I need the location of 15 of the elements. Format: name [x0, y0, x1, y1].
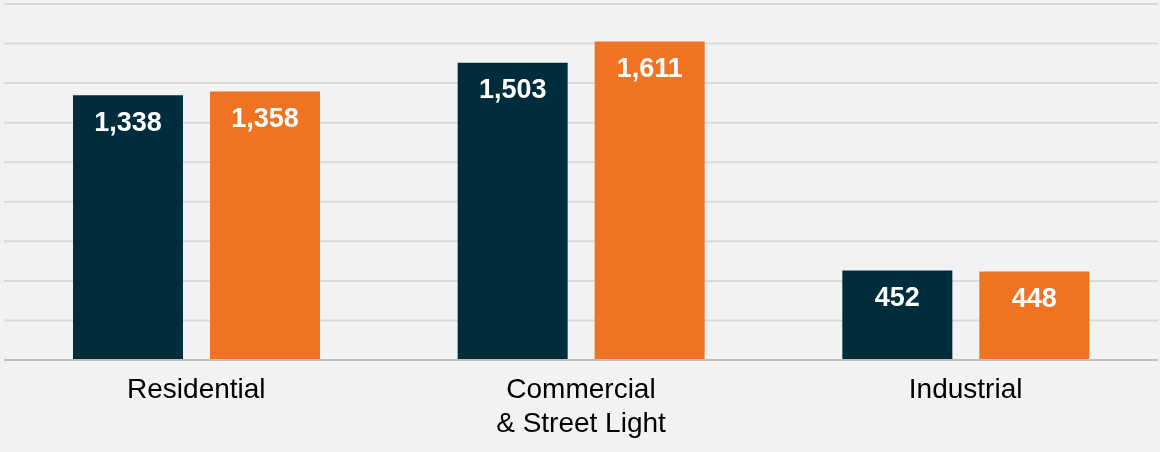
x-tick-label: Industrial [908, 373, 1023, 404]
data-label: 452 [874, 281, 920, 312]
bar [210, 91, 320, 360]
data-label: 1,358 [231, 102, 299, 133]
data-label: 1,611 [616, 52, 683, 83]
bar [457, 62, 568, 360]
x-tick-label: Residential [127, 373, 266, 404]
bar [594, 41, 705, 360]
x-tick-label: Commercial & Street Light [496, 373, 667, 438]
data-label: 448 [1011, 282, 1057, 313]
data-label: 1,503 [478, 73, 547, 104]
bar [979, 271, 1090, 360]
data-label: 1,338 [94, 106, 162, 137]
bar [842, 270, 953, 360]
bar [73, 95, 183, 360]
